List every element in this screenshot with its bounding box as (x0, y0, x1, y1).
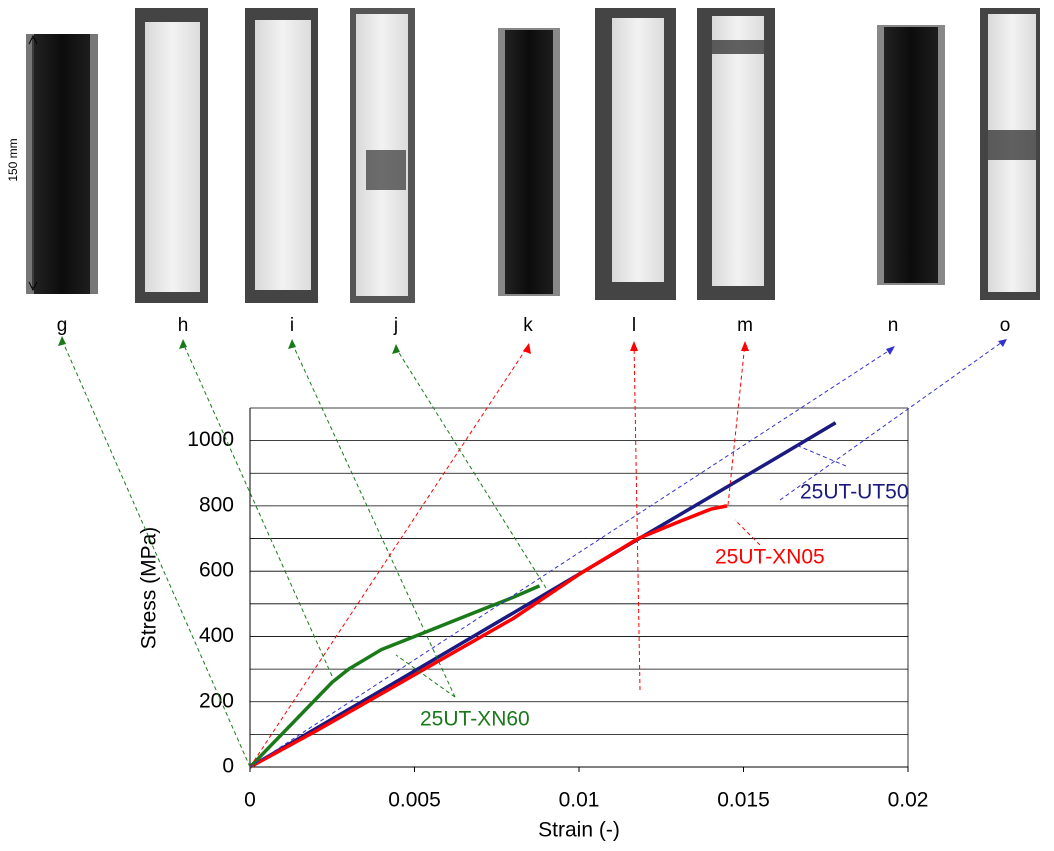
arrow-head (58, 336, 66, 346)
photo-damage (988, 130, 1036, 160)
photo-label: m (737, 315, 753, 336)
leader-lines (61, 339, 1006, 768)
y-tick-label: 1000 (187, 428, 234, 451)
photo-strip (145, 22, 200, 292)
arrow-head (523, 343, 531, 354)
leader-l (633, 342, 641, 691)
photo-strip (34, 34, 90, 294)
leader-g (61, 339, 251, 768)
photo-strip (884, 27, 938, 283)
photo-strip (505, 30, 553, 294)
x-tick-label: 0.005 (388, 789, 441, 812)
y-tick-label: 400 (199, 624, 234, 647)
arrow-head (886, 346, 895, 355)
leader-k (249, 345, 529, 768)
arrow-head (392, 344, 400, 354)
arrow-head (179, 339, 187, 349)
y-tick-label: 800 (199, 493, 234, 516)
series-line (248, 584, 541, 769)
leader-m (727, 342, 746, 506)
label-pointer (734, 519, 761, 546)
photo-strip (612, 18, 664, 282)
photo-label: h (178, 315, 189, 336)
photo-label: i (290, 315, 294, 336)
photo-label: g (57, 315, 68, 336)
arrow-head (630, 341, 638, 351)
photo-damage (712, 40, 764, 54)
leader-j (395, 347, 547, 589)
photo-damage (366, 150, 406, 190)
arrow-head (998, 339, 1007, 347)
photos (26, 8, 1040, 303)
leader-heads (58, 336, 1007, 355)
photo-label: j (393, 315, 398, 336)
series-label: 25UT-XN05 (715, 546, 825, 569)
y-tick-label: 0 (222, 755, 234, 778)
series-label: 25UT-UT50 (800, 481, 909, 504)
x-axis-label: Strain (-) (538, 819, 620, 842)
leader-h (182, 342, 333, 677)
arrow-head (741, 341, 749, 351)
leader-n (249, 347, 894, 768)
y-tick-label: 200 (199, 689, 234, 712)
x-tick-label: 0.02 (888, 789, 929, 812)
series-label: 25UT-XN60 (420, 708, 530, 731)
length-arrow-heads (28, 34, 38, 292)
photo-label: o (1000, 315, 1011, 336)
label-pointer (795, 444, 847, 467)
photo-label: n (888, 315, 899, 336)
series-line (249, 421, 837, 769)
x-tick-label: 0.01 (559, 789, 600, 812)
plot: 0 200 400 600 800 1000 0 0.005 0.01 0.015 0.02 25UT… (187, 407, 929, 812)
y-tick-label: 600 (199, 559, 234, 582)
photo-strip (255, 20, 311, 290)
x-tick-label: 0 (244, 789, 256, 812)
series-line (249, 504, 728, 769)
x-tick-label: 0.015 (717, 789, 770, 812)
leader-i (291, 342, 456, 698)
photo-label: k (523, 315, 533, 336)
y-axis-label: Stress (MPa) (138, 527, 161, 650)
photo-strip (712, 16, 764, 286)
length-label: 150 mm (6, 138, 20, 181)
label-pointer (395, 654, 456, 698)
arrow-head (288, 339, 296, 349)
photo-label: l (632, 315, 636, 336)
leader-o (779, 339, 1006, 501)
